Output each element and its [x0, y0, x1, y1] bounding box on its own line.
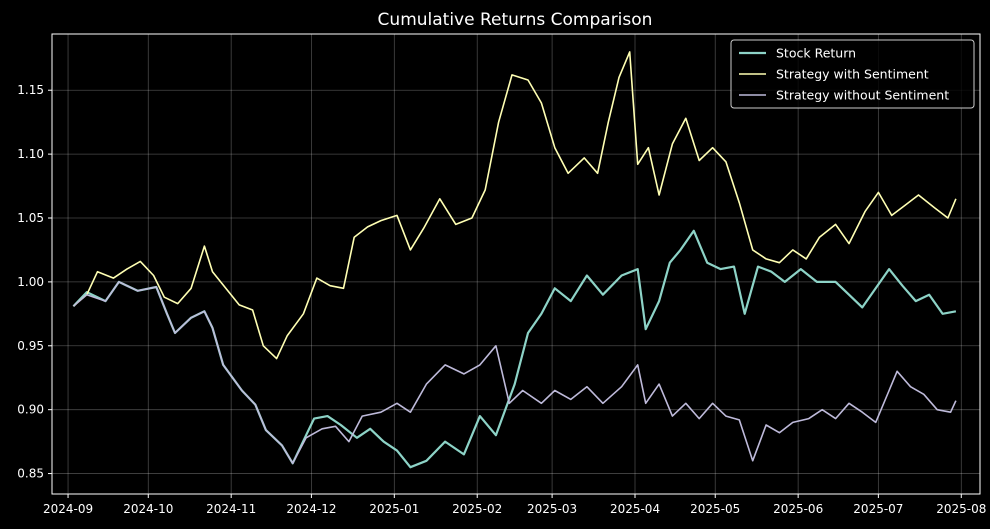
- x-tick-label: 2025-01: [369, 502, 419, 516]
- x-tick-label: 2025-05: [690, 502, 740, 516]
- series-line-1: [72, 51, 957, 360]
- y-tick-label: 1.00: [17, 275, 44, 289]
- legend-label: Strategy with Sentiment: [776, 67, 929, 82]
- x-axis: 2024-09 2024-10 2024-11 2024-12 2025-01 2025-…: [43, 494, 986, 516]
- x-tick-label: 2025-06: [773, 502, 823, 516]
- x-tick-label: 2024-12: [286, 502, 336, 516]
- x-tick-label: 2025-07: [853, 502, 903, 516]
- series-lines: [72, 51, 957, 469]
- y-tick-label: 0.95: [17, 339, 44, 353]
- x-tick-label: 2025-03: [527, 502, 577, 516]
- x-tick-label: 2024-09: [43, 502, 93, 516]
- plot-frame: [51, 33, 981, 495]
- x-tick-label: 2024-10: [123, 502, 173, 516]
- legend-label: Stock Return: [776, 46, 856, 61]
- series-line-2: [72, 281, 957, 465]
- x-tick-label: 2025-08: [936, 502, 986, 516]
- y-tick-label: 1.05: [17, 211, 44, 225]
- legend-label: Strategy without Sentiment: [776, 88, 949, 103]
- y-tick-label: 0.85: [17, 467, 44, 481]
- legend-box: [730, 39, 975, 109]
- y-tick-label: 1.10: [17, 147, 44, 161]
- y-tick-label: 0.90: [17, 403, 44, 417]
- chart-title: Cumulative Returns Comparison: [378, 10, 653, 30]
- legend: Stock Return Strategy with Sentiment Strat…: [730, 39, 975, 109]
- x-tick-label: 2025-02: [452, 502, 502, 516]
- y-tick-label: 1.15: [17, 83, 44, 97]
- y-axis: 0.85 0.90 0.95 1.00 1.05 1.10 1.15: [17, 83, 52, 481]
- x-tick-label: 2024-11: [206, 502, 256, 516]
- x-tick-label: 2025-04: [610, 502, 660, 516]
